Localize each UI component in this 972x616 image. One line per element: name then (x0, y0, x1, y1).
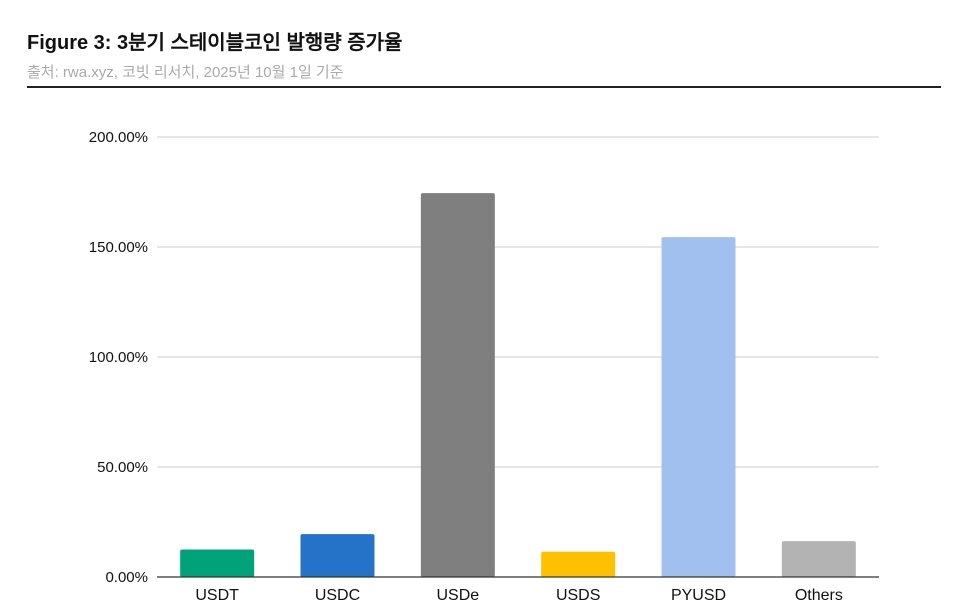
figure-header: Figure 3: 3분기 스테이블코인 발행량 증가율 출처: rwa.xyz… (27, 24, 941, 88)
y-tick-label: 0.00% (105, 569, 148, 586)
y-tick-label: 50.00% (97, 459, 148, 476)
x-tick-labels: USDT USDC USDe USDS PYUSD Others (195, 587, 842, 604)
y-tick-label: 200.00% (89, 129, 148, 146)
y-tick-label: 100.00% (89, 349, 148, 366)
x-tick-label: USDS (556, 587, 600, 604)
figure-source: 출처: rwa.xyz, 코빗 리서치, 2025년 10월 1일 기준 (27, 64, 344, 81)
gridlines (157, 136, 879, 468)
y-tick-label: 150.00% (89, 239, 148, 256)
bars (180, 193, 856, 577)
y-tick-labels: 0.00% 50.00% 100.00% 150.00% 200.00% (89, 129, 148, 586)
x-tick-label: USDe (436, 587, 479, 604)
figure-title: Figure 3: 3분기 스테이블코인 발행량 증가율 (27, 32, 403, 54)
x-tick-label: Others (795, 587, 843, 604)
bar-pyusd (661, 237, 736, 577)
bar-usds (541, 551, 616, 577)
bar-usdc (300, 534, 375, 577)
bar-usde (420, 193, 495, 577)
bar-others (781, 541, 856, 577)
x-tick-label: USDC (315, 587, 360, 604)
bar-usdt (180, 549, 255, 577)
x-tick-label: USDT (195, 587, 239, 604)
x-tick-label: PYUSD (671, 587, 726, 604)
